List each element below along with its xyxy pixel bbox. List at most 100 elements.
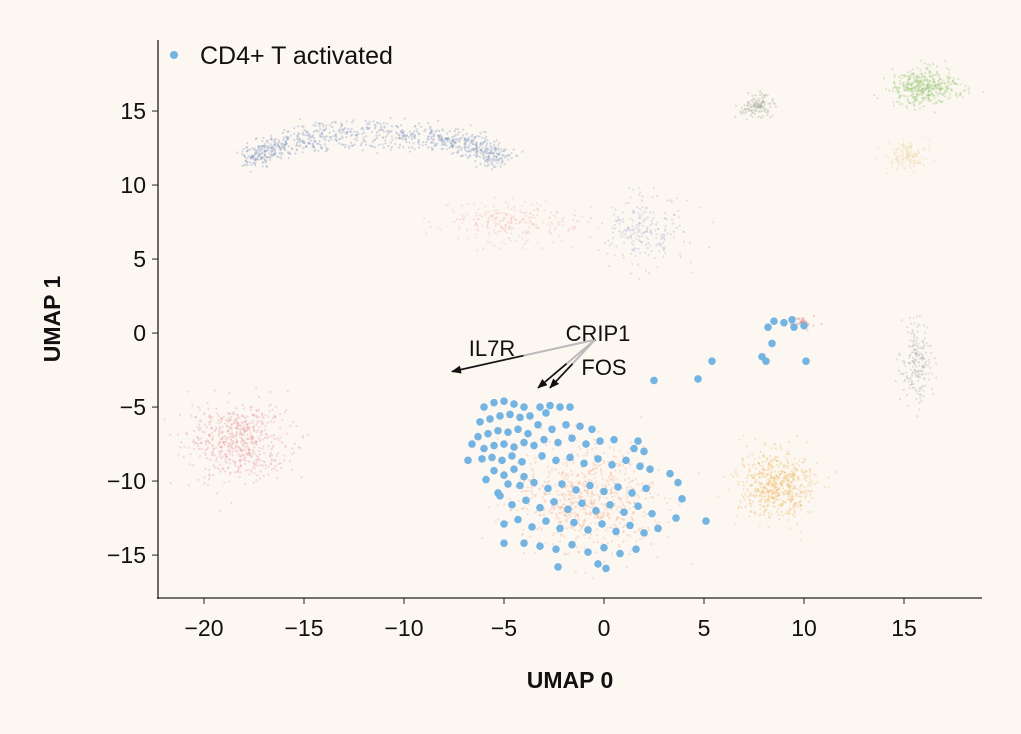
background-point: [491, 160, 494, 163]
background-point: [413, 136, 416, 139]
background-point: [943, 82, 946, 85]
background-point: [565, 478, 568, 481]
background-point: [607, 515, 610, 519]
background-point: [812, 314, 816, 318]
background-point: [918, 100, 921, 104]
background-point: [208, 442, 211, 445]
background-point: [907, 361, 910, 364]
background-cluster: [481, 416, 701, 580]
background-point: [760, 101, 763, 105]
background-point: [946, 90, 949, 93]
background-point: [261, 145, 264, 148]
background-point: [263, 159, 267, 162]
background-point: [455, 145, 458, 149]
background-point: [339, 137, 342, 140]
data-point: [490, 398, 498, 407]
background-point: [494, 149, 497, 153]
background-point: [649, 228, 653, 232]
background-point: [751, 464, 754, 467]
background-point: [581, 495, 584, 498]
data-point: [626, 521, 634, 530]
background-point: [413, 125, 416, 128]
background-point: [780, 503, 783, 506]
background-point: [399, 143, 402, 147]
background-cluster: [717, 434, 837, 542]
background-point: [446, 132, 449, 135]
background-point: [781, 470, 784, 473]
background-point: [497, 153, 500, 156]
background-point: [411, 132, 414, 135]
background-point: [898, 94, 901, 97]
background-point: [481, 147, 484, 150]
data-point: [594, 560, 602, 568]
background-point: [801, 470, 804, 474]
background-point: [426, 138, 429, 141]
background-point: [245, 422, 248, 426]
background-point: [322, 137, 326, 140]
data-point: [476, 418, 484, 426]
background-point: [928, 148, 931, 151]
background-point: [422, 217, 426, 220]
background-point: [764, 492, 767, 495]
background-point: [775, 460, 779, 463]
background-point: [585, 504, 588, 507]
data-point: [770, 317, 778, 326]
background-point: [468, 144, 471, 147]
background-point: [893, 73, 896, 76]
background-point: [471, 140, 474, 144]
background-point: [500, 148, 503, 151]
background-point: [490, 152, 494, 155]
background-point: [485, 223, 489, 227]
y-tick-label: 0: [133, 320, 146, 346]
background-point: [211, 451, 214, 454]
background-point: [928, 150, 932, 154]
background-point: [222, 481, 226, 484]
background-point: [255, 461, 259, 464]
background-point: [575, 537, 578, 540]
background-point: [776, 463, 779, 467]
background-point: [669, 497, 672, 500]
background-point: [772, 487, 776, 490]
background-point: [492, 205, 495, 208]
background-point: [925, 84, 929, 87]
background-point: [941, 87, 944, 90]
background-point: [287, 151, 290, 154]
background-point: [584, 480, 587, 483]
background-point: [459, 218, 462, 221]
background-point: [745, 110, 748, 114]
background-point: [313, 146, 316, 149]
background-point: [577, 445, 580, 448]
background-point: [642, 461, 645, 464]
background-point: [486, 147, 489, 151]
background-point: [478, 135, 481, 138]
background-point: [367, 127, 371, 131]
background-point: [227, 444, 230, 447]
background-point: [241, 438, 244, 441]
background-point: [628, 481, 631, 484]
background-point: [510, 222, 513, 225]
background-point: [913, 95, 916, 99]
background-point: [947, 77, 950, 81]
background-point: [761, 115, 764, 118]
background-point: [760, 500, 763, 503]
data-point: [568, 540, 576, 549]
background-point: [309, 142, 312, 145]
background-point: [208, 415, 212, 418]
background-point: [559, 508, 562, 511]
background-point: [504, 214, 508, 217]
background-point: [788, 484, 791, 487]
background-point: [919, 90, 923, 93]
background-point: [550, 512, 553, 515]
background-point: [244, 420, 248, 423]
background-point: [260, 431, 263, 434]
background-point: [779, 504, 782, 507]
background-point: [429, 131, 432, 134]
background-point: [753, 112, 756, 115]
background-point: [961, 96, 964, 99]
background-point: [234, 464, 237, 467]
background-point: [238, 423, 241, 426]
background-point: [251, 449, 254, 452]
background-point: [616, 505, 619, 508]
background-point: [512, 215, 515, 218]
data-point: [572, 486, 580, 494]
